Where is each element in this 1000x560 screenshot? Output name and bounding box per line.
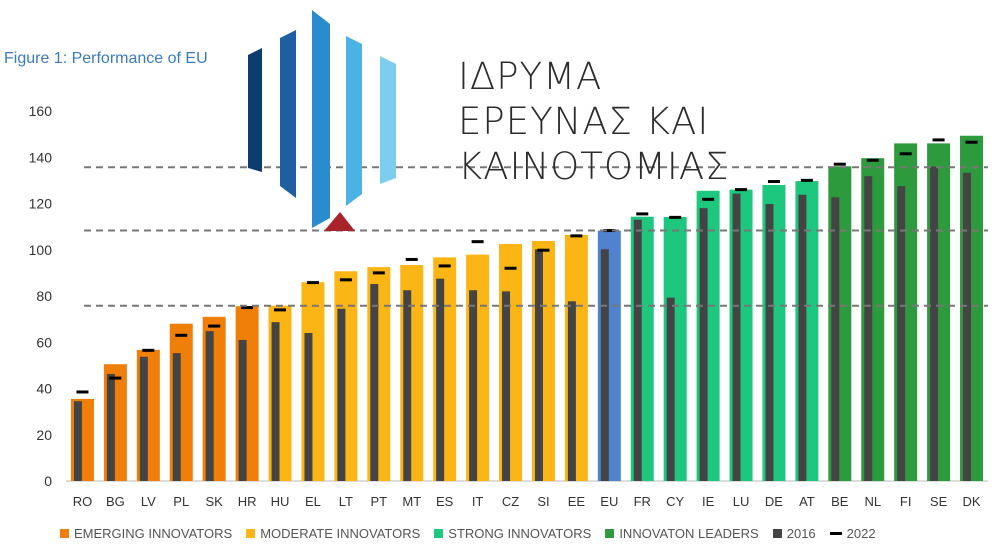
x-tick-label: SE — [930, 494, 948, 509]
logo-line-2: ΕΡΕΥΝΑΣ ΚΑΙ — [458, 100, 710, 143]
x-tick-label: DK — [963, 494, 981, 509]
bar-2016-ro — [73, 401, 82, 481]
x-tick-label: BE — [831, 494, 849, 509]
x-tick-label: IE — [702, 494, 715, 509]
x-tick-label: DE — [765, 494, 783, 509]
x-tick-label: CY — [666, 494, 684, 509]
legend-swatch — [772, 528, 782, 538]
bar-2016-hu — [271, 322, 280, 481]
legend-item: 2016 — [772, 525, 816, 541]
x-tick-label: EE — [568, 494, 586, 509]
bar-2016-mt — [403, 290, 412, 481]
bar-2016-fi — [897, 186, 906, 481]
x-tick-label: AT — [799, 494, 815, 509]
bar-2016-es — [436, 278, 445, 481]
x-tick-label: HU — [271, 494, 290, 509]
y-tick-label: 160 — [29, 103, 53, 119]
x-tick-label: LV — [141, 494, 156, 509]
legend-label: INNOVATON LEADERS — [619, 525, 759, 541]
legend-label: STRONG INNOVATORS — [448, 525, 592, 541]
legend-item: STRONG INNOVATORS — [434, 526, 591, 541]
x-tick-label: SI — [537, 494, 549, 509]
bar-2016-eu — [600, 249, 609, 481]
bar-2016-lu — [732, 193, 741, 481]
y-tick-label: 40 — [36, 381, 52, 397]
bar-2016-hr — [238, 339, 247, 481]
y-tick-label: 140 — [29, 149, 53, 165]
bar-2016-ee — [567, 301, 576, 481]
legend-swatch — [829, 531, 842, 535]
x-tick-label: FI — [900, 494, 912, 509]
bar-2016-ie — [699, 208, 708, 481]
x-tick-label: NL — [864, 494, 881, 509]
x-tick-label: BG — [106, 494, 125, 509]
x-tick-label: LT — [339, 494, 353, 509]
y-tick-label: 20 — [36, 427, 52, 443]
bar-2016-fr — [633, 219, 642, 481]
x-tick-label: RO — [73, 494, 93, 509]
legend-item: 2022 — [829, 525, 876, 541]
legend-swatch — [605, 528, 615, 538]
bar-2016-bg — [106, 373, 115, 481]
x-tick-label: EU — [600, 494, 618, 509]
legend-label: 2016 — [786, 525, 816, 541]
y-tick-label: 60 — [36, 334, 52, 350]
bar-2016-lt — [337, 308, 346, 481]
x-tick-label: IT — [472, 494, 484, 509]
x-tick-label: PL — [173, 494, 189, 509]
x-tick-label: SK — [206, 494, 224, 509]
x-tick-label: EL — [305, 494, 321, 509]
legend-swatch — [246, 528, 256, 538]
legend-label: EMERGING INNOVATORS — [74, 525, 233, 541]
x-tick-label: HR — [238, 494, 257, 509]
bar-2016-be — [831, 197, 840, 481]
bar-2016-at — [798, 194, 807, 481]
bar-2016-sk — [205, 331, 214, 481]
bar-2016-pt — [370, 283, 379, 481]
logo-line-3: ΚΑΙΝΟΤΟΜΙΑΣ — [458, 145, 730, 188]
x-tick-label: PT — [371, 494, 388, 509]
bar-2016-dk — [963, 172, 972, 481]
y-tick-label: 120 — [29, 196, 53, 212]
x-tick-label: LU — [733, 494, 750, 509]
y-tick-label: 100 — [29, 242, 53, 258]
chart-title: Figure 1: Performance of EU — [4, 50, 208, 67]
x-tick-label: ES — [436, 494, 454, 509]
bar-2016-cy — [666, 297, 675, 481]
bar-2016-el — [304, 333, 313, 481]
x-tick-label: FR — [634, 494, 651, 509]
logo-text: ΙΔΡΥΜΑ ΕΡΕΥΝΑΣ ΚΑΙ ΚΑΙΝΟΤΟΜΙΑΣ — [458, 54, 730, 189]
legend-swatch — [434, 528, 444, 538]
legend-item: INNOVATON LEADERS — [605, 525, 759, 541]
bar-2016-se — [930, 166, 939, 481]
bar-2016-lv — [139, 356, 148, 481]
bar-2016-si — [534, 249, 543, 481]
bar-2016-pl — [172, 353, 181, 481]
legend-swatch — [60, 528, 69, 538]
x-tick-label: CZ — [502, 494, 519, 509]
legend-label: 2022 — [846, 525, 876, 541]
chart-legend: EMERGING INNOVATORS MODERATE INNOVATORS ST… — [60, 522, 890, 544]
x-tick-label: MT — [402, 494, 421, 509]
legend-item: EMERGING INNOVATORS — [60, 526, 232, 541]
legend-label: MODERATE INNOVATORS — [260, 525, 421, 541]
logo-line-1: ΙΔΡΥΜΑ — [458, 55, 603, 98]
y-tick-label: 80 — [36, 288, 52, 304]
bar-2016-cz — [502, 291, 511, 481]
bar-2016-de — [765, 203, 774, 481]
y-tick-label: 0 — [44, 473, 52, 489]
bar-2016-nl — [864, 176, 873, 481]
bar-chart: 0 20 40 60 80 100 120 140 160 RO BG LV PL SK HR HU EL LT P… — [29, 103, 988, 509]
legend-item: MODERATE INNOVATORS — [246, 526, 420, 541]
bar-2016-it — [469, 290, 478, 481]
